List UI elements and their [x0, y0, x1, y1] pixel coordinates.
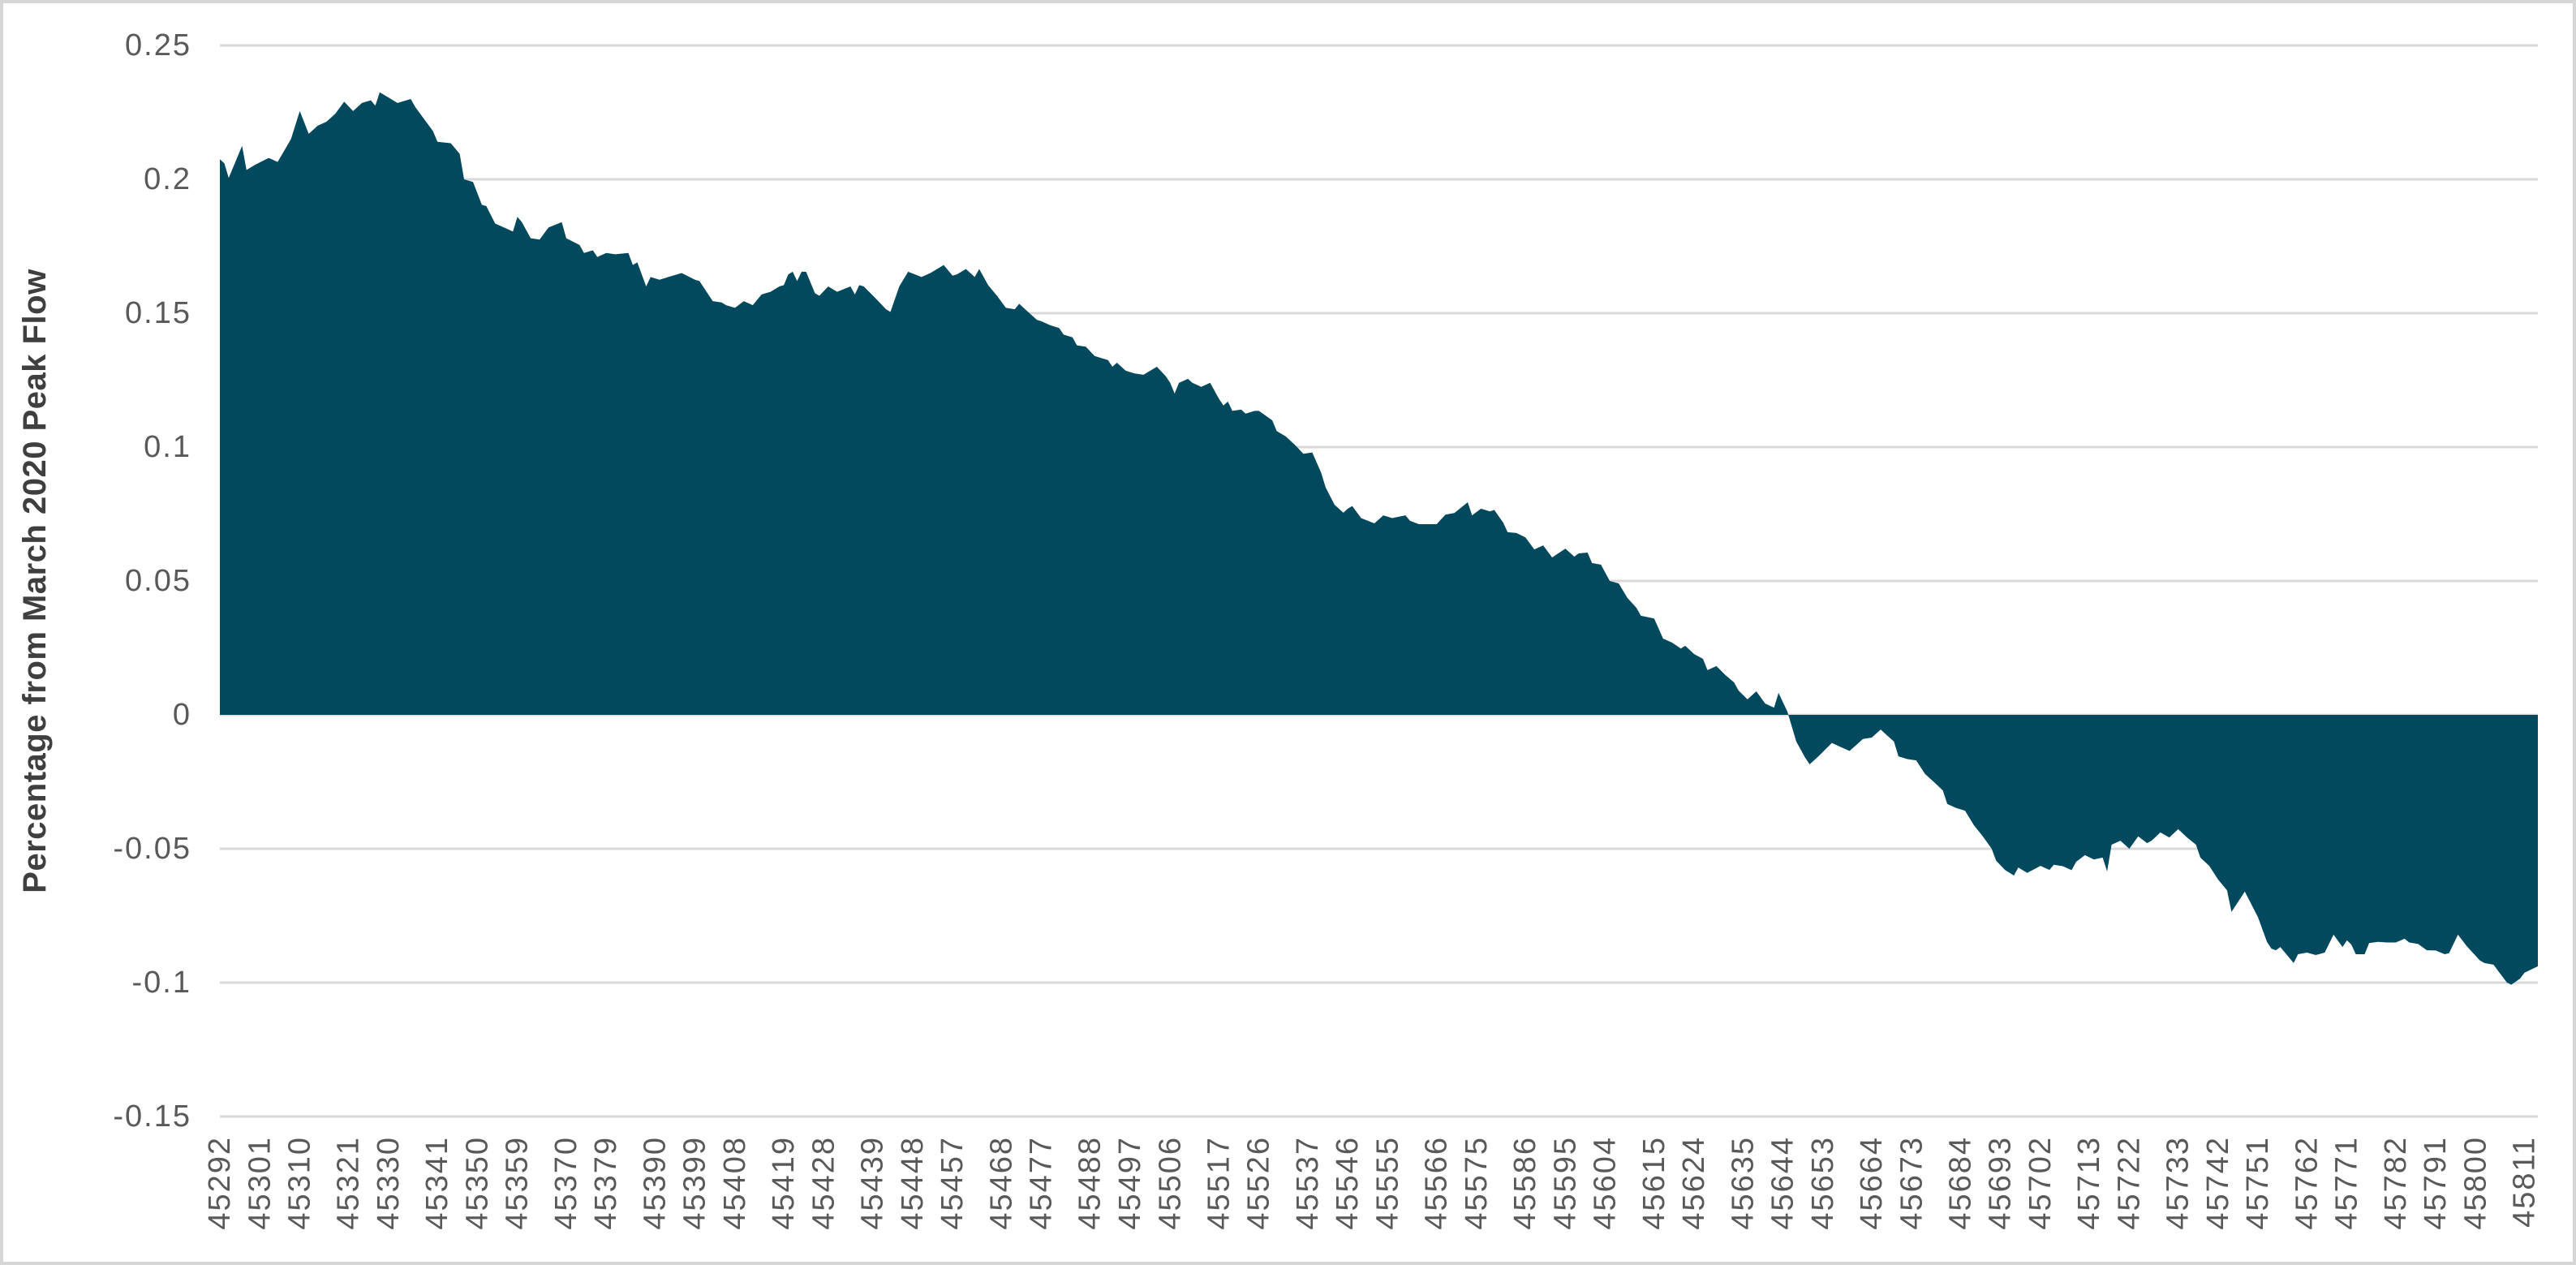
x-tick-label: 45604 [1589, 1136, 1623, 1230]
x-tick-label: 45468 [984, 1136, 1018, 1230]
x-tick-label: 45526 [1242, 1136, 1276, 1230]
x-tick-label: 45684 [1944, 1136, 1978, 1230]
x-tick-label: 45497 [1113, 1136, 1147, 1230]
x-tick-label: 45341 [420, 1136, 454, 1230]
x-tick-label: 45439 [856, 1136, 890, 1230]
y-tick-label: 0.25 [125, 28, 191, 62]
y-tick-label: -0.05 [113, 832, 191, 866]
x-tick-label: 45702 [2023, 1136, 2058, 1230]
x-tick-label: 45390 [638, 1136, 672, 1230]
x-tick-label: 45555 [1370, 1136, 1404, 1230]
x-tick-label: 45693 [1984, 1136, 2018, 1230]
x-tick-label: 45664 [1855, 1136, 1889, 1230]
y-tick-label: 0 [173, 698, 191, 732]
x-tick-label: 45811 [2508, 1136, 2542, 1228]
x-tick-label: 45586 [1508, 1136, 1542, 1230]
x-tick-label: 45673 [1894, 1136, 1929, 1230]
x-tick-label: 45566 [1420, 1136, 1454, 1230]
x-tick-label: 45782 [2379, 1136, 2413, 1230]
x-tick-label: 45379 [589, 1136, 623, 1230]
y-tick-label: 0.15 [125, 296, 191, 330]
x-tick-label: 45292 [203, 1136, 237, 1230]
x-tick-label: 45791 [2419, 1136, 2453, 1230]
x-tick-label: 45477 [1025, 1136, 1059, 1230]
area-series [220, 92, 2538, 985]
x-tick-label: 45399 [678, 1136, 712, 1230]
x-tick-label: 45762 [2290, 1136, 2324, 1230]
x-tick-label: 45517 [1202, 1136, 1236, 1230]
area-series-group [220, 92, 2538, 985]
x-tick-label: 45448 [896, 1136, 930, 1230]
x-tick-label: 45575 [1460, 1136, 1494, 1230]
x-tick-label: 45595 [1548, 1136, 1582, 1230]
y-tick-label: -0.15 [113, 1099, 191, 1134]
x-tick-label: 45321 [332, 1136, 366, 1230]
y-tick-label: 0.05 [125, 564, 191, 598]
x-tick-label: 45644 [1766, 1136, 1800, 1230]
y-axis-tick-labels: 0.25 0.2 0.15 0.1 0.05 0 -0.05 -0.1 -0.15 [113, 28, 191, 1134]
x-tick-label: 45506 [1153, 1136, 1187, 1230]
x-tick-label: 45301 [243, 1136, 277, 1230]
y-tick-label: -0.1 [132, 966, 191, 1000]
y-axis-title: Percentage from March 2020 Peak Flow [17, 269, 53, 893]
area-chart: 0.250.20.150.10.050-0.05-0.1-0.15 45292 4… [17, 28, 2542, 1230]
x-tick-label: 45408 [718, 1136, 752, 1230]
x-axis-tick-labels: 45292 45301 45310 45321 45330 45341 45350 45359… [203, 1136, 2542, 1230]
x-tick-label: 45488 [1073, 1136, 1107, 1230]
x-tick-label: 45428 [806, 1136, 841, 1230]
x-tick-label: 45635 [1726, 1136, 1760, 1230]
x-tick-label: 45419 [767, 1136, 801, 1230]
x-tick-label: 45733 [2161, 1136, 2195, 1230]
x-tick-label: 45742 [2201, 1136, 2235, 1230]
x-tick-label: 45310 [283, 1136, 317, 1230]
x-tick-label: 45350 [460, 1136, 494, 1230]
x-tick-label: 45359 [501, 1136, 535, 1230]
x-tick-label: 45751 [2241, 1136, 2275, 1230]
y-tick-label: 0.1 [144, 430, 191, 464]
x-tick-label: 45722 [2113, 1136, 2147, 1230]
x-tick-label: 45800 [2458, 1136, 2492, 1230]
x-tick-label: 45713 [2072, 1136, 2106, 1230]
x-tick-label: 45653 [1806, 1136, 1840, 1230]
x-tick-label: 45330 [372, 1136, 406, 1230]
x-tick-label: 45537 [1291, 1136, 1325, 1230]
x-tick-label: 45370 [549, 1136, 583, 1230]
x-tick-label: 45546 [1331, 1136, 1365, 1230]
x-tick-label: 45624 [1677, 1136, 1711, 1230]
x-tick-label: 45457 [935, 1136, 970, 1230]
y-tick-label: 0.2 [144, 162, 191, 196]
x-tick-label: 45771 [2330, 1136, 2364, 1230]
x-tick-label: 45615 [1637, 1136, 1671, 1230]
